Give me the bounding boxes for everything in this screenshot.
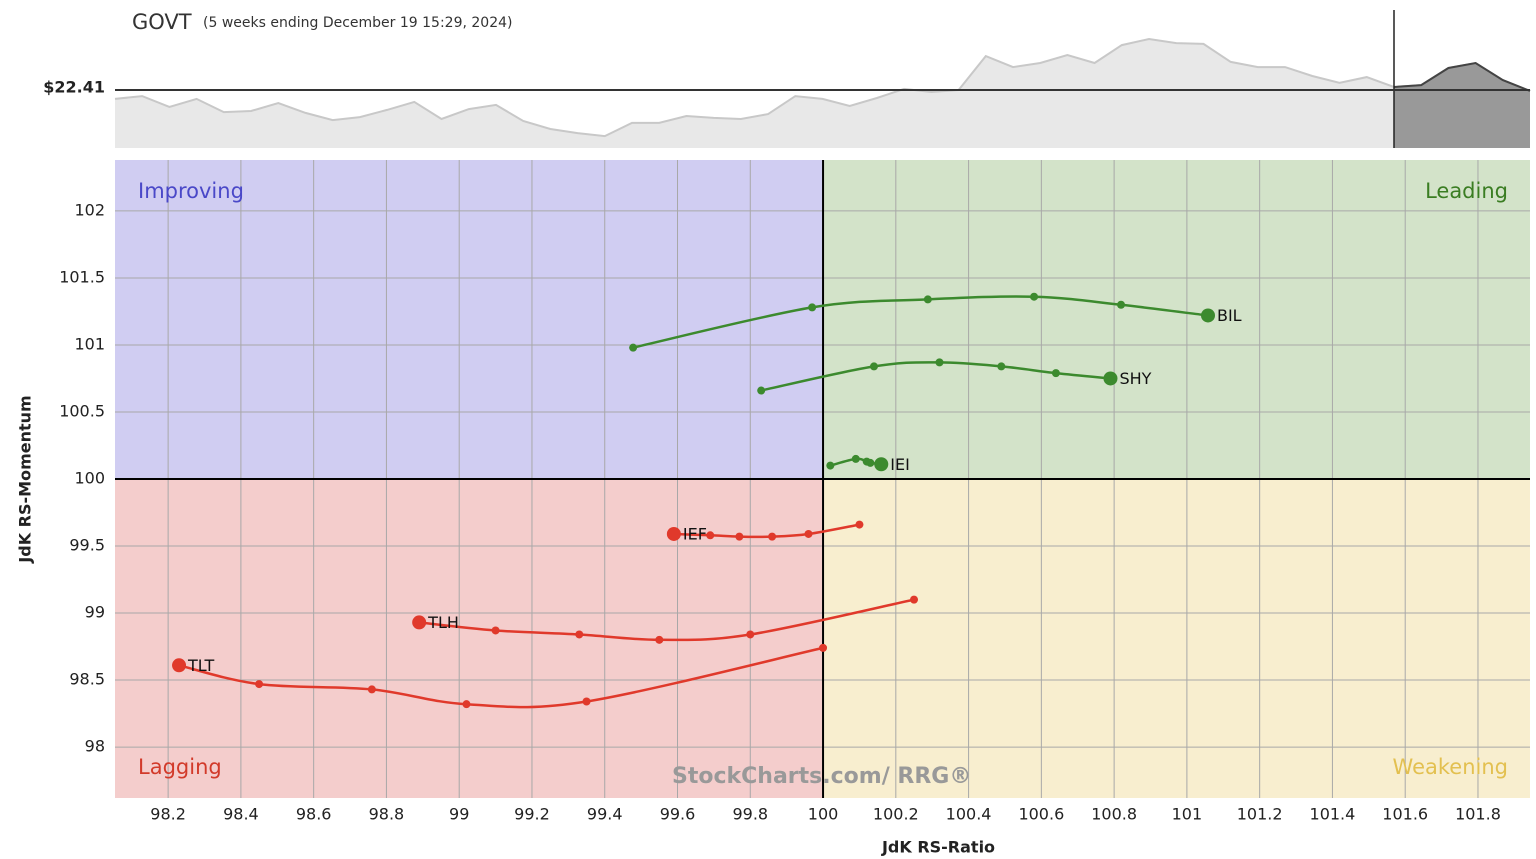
series-label: BIL bbox=[1217, 306, 1242, 325]
tail-point bbox=[655, 635, 664, 644]
tail-point bbox=[804, 529, 813, 538]
series-label: TLH bbox=[427, 613, 459, 632]
head-point bbox=[172, 658, 187, 673]
tail-point bbox=[768, 532, 777, 541]
tail-point bbox=[869, 362, 878, 371]
quadrant-weakening bbox=[823, 479, 1530, 798]
x-tick-label: 98.4 bbox=[223, 805, 259, 824]
tail-point bbox=[923, 295, 932, 304]
quadrant-label: Improving bbox=[138, 179, 244, 203]
tail-point bbox=[855, 520, 864, 529]
price-area bbox=[115, 39, 1530, 148]
tail-point bbox=[255, 680, 264, 689]
head-point bbox=[1103, 371, 1118, 386]
tail-point bbox=[866, 458, 875, 467]
tail-point bbox=[1117, 300, 1126, 309]
quadrant-label: Leading bbox=[1425, 179, 1508, 203]
quadrant-leading bbox=[823, 160, 1530, 479]
tail-point bbox=[935, 358, 944, 367]
tail-point bbox=[462, 700, 471, 709]
y-axis-title: JdK RS-Momentum bbox=[16, 395, 35, 563]
x-tick-label: 100 bbox=[808, 805, 839, 824]
head-point bbox=[1200, 308, 1215, 323]
tail-point bbox=[997, 362, 1006, 371]
tail-point bbox=[575, 630, 584, 639]
price-line bbox=[114, 37, 1531, 138]
y-tick-label: 101 bbox=[74, 334, 105, 353]
quadrant-label: Weakening bbox=[1393, 755, 1508, 779]
series-label: IEF bbox=[683, 524, 707, 543]
tail-point bbox=[826, 461, 835, 470]
series-label: IEI bbox=[890, 455, 910, 474]
series-label: SHY bbox=[1119, 369, 1151, 388]
x-tick-label: 99.4 bbox=[587, 805, 623, 824]
tail-point bbox=[629, 343, 638, 352]
reference-label: $22.41 bbox=[43, 78, 105, 97]
tail-point bbox=[819, 643, 828, 652]
tail-point bbox=[367, 685, 376, 694]
tail-point bbox=[1051, 369, 1060, 378]
head-point bbox=[412, 615, 427, 630]
tail-point bbox=[910, 595, 919, 604]
x-tick-label: 99.2 bbox=[514, 805, 550, 824]
y-tick-label: 98.5 bbox=[69, 670, 105, 689]
x-tick-label: 100.6 bbox=[1018, 805, 1064, 824]
tail-point bbox=[1030, 292, 1039, 301]
tail-point bbox=[851, 454, 860, 463]
x-tick-label: 100.4 bbox=[946, 805, 992, 824]
head-point bbox=[666, 526, 681, 541]
x-tick-label: 98.2 bbox=[150, 805, 186, 824]
tail-point bbox=[746, 630, 755, 639]
tail-point bbox=[757, 386, 766, 395]
tail-point bbox=[706, 531, 715, 540]
y-tick-label: 99.5 bbox=[69, 536, 105, 555]
y-tick-label: 102 bbox=[74, 200, 105, 219]
x-tick-label: 101.6 bbox=[1382, 805, 1428, 824]
x-tick-label: 100.8 bbox=[1091, 805, 1137, 824]
x-tick-label: 101.4 bbox=[1310, 805, 1356, 824]
x-tick-label: 99.8 bbox=[732, 805, 768, 824]
y-tick-label: 101.5 bbox=[59, 267, 105, 286]
x-tick-label: 101.2 bbox=[1237, 805, 1283, 824]
x-tick-label: 98.8 bbox=[369, 805, 405, 824]
quadrant-label: Lagging bbox=[138, 755, 222, 779]
chart-title: GOVT bbox=[132, 10, 192, 34]
tail-point bbox=[491, 626, 500, 635]
x-tick-label: 98.6 bbox=[296, 805, 332, 824]
x-tick-label: 101 bbox=[1172, 805, 1203, 824]
tail-point bbox=[808, 303, 817, 312]
quadrant-improving bbox=[115, 160, 824, 479]
head-point bbox=[874, 457, 889, 472]
x-tick-label: 101.8 bbox=[1455, 805, 1501, 824]
recent-period bbox=[1394, 61, 1531, 148]
series-label: TLT bbox=[187, 656, 214, 675]
tail-point bbox=[735, 532, 744, 541]
watermark: StockCharts.com/ RRG® bbox=[672, 764, 971, 789]
y-tick-label: 99 bbox=[85, 603, 105, 622]
y-tick-label: 98 bbox=[85, 737, 105, 756]
x-tick-label: 100.2 bbox=[873, 805, 919, 824]
y-tick-label: 100 bbox=[74, 469, 105, 488]
tail-point bbox=[582, 697, 591, 706]
price-area-recent bbox=[1394, 63, 1530, 148]
x-axis-title: JdK RS-Ratio bbox=[881, 838, 995, 857]
chart-subtitle: (5 weeks ending December 19 15:29, 2024) bbox=[203, 15, 512, 31]
x-tick-label: 99.6 bbox=[660, 805, 696, 824]
y-tick-label: 100.5 bbox=[59, 401, 105, 420]
x-tick-label: 99 bbox=[449, 805, 469, 824]
